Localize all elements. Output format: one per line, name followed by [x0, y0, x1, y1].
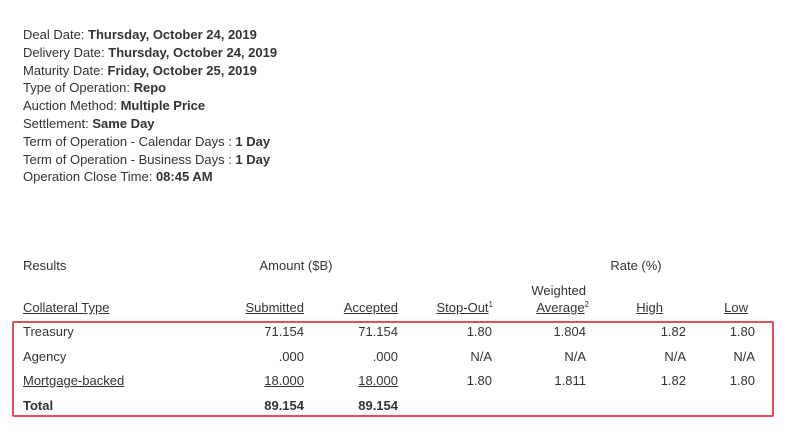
weighted-header-line1: Weighted	[531, 283, 586, 298]
accepted-header[interactable]: Accepted	[343, 300, 398, 315]
stop-out-header[interactable]: Stop-Out1	[436, 300, 493, 315]
highlight-box	[12, 321, 774, 417]
operation-type-line: Type of Operation: Repo	[23, 80, 167, 96]
business-days-line: Term of Operation - Business Days : 1 Da…	[23, 151, 271, 167]
maturity-date-line: Maturity Date: Friday, October 25, 2019	[23, 62, 257, 78]
stop-out-cell: N/A	[470, 349, 492, 364]
settlement-value: Same Day	[92, 115, 155, 131]
weighted-average-header[interactable]: Average2	[536, 300, 589, 315]
business-days-value: 1 Day	[235, 151, 271, 167]
auction-method-value: Multiple Price	[120, 98, 206, 114]
stop-out-cell: 1.80	[466, 324, 492, 339]
close-time-value: 08:45 AM	[155, 169, 213, 185]
high-header[interactable]: High	[636, 300, 663, 315]
operation-type-value: Repo	[133, 80, 167, 96]
operation-details: Deal Date: Thursday, October 24, 2019 De…	[23, 26, 277, 186]
delivery-date-line: Delivery Date: Thursday, October 24, 201…	[23, 44, 278, 60]
high-cell: 1.82	[660, 324, 686, 339]
submitted-cell: .000	[278, 349, 304, 364]
results-label: Results	[23, 258, 67, 273]
rate-group-header: Rate (%)	[610, 258, 662, 273]
deal-date-line: Deal Date: Thursday, October 24, 2019	[23, 27, 257, 42]
low-header[interactable]: Low	[724, 300, 748, 315]
stop-out-cell: 1.80	[466, 373, 492, 388]
low-cell: 1.80	[729, 324, 755, 339]
high-cell: N/A	[664, 349, 686, 364]
submitted-link[interactable]: 18.000	[264, 373, 304, 388]
mortgage-backed-link[interactable]: Mortgage-backed	[23, 373, 125, 388]
total-accepted-cell: 89.154	[358, 398, 398, 413]
high-cell: 1.82	[660, 373, 686, 388]
calendar-days-value: 1 Day	[235, 133, 271, 149]
weighted-average-cell: 1.811	[554, 373, 586, 388]
collateral-type-cell: Treasury	[23, 324, 74, 339]
total-submitted-cell: 89.154	[264, 398, 304, 413]
maturity-date-value: Friday, October 25, 2019	[107, 62, 257, 78]
weighted-average-cell: N/A	[564, 349, 586, 364]
deal-date-value: Thursday, October 24, 2019	[88, 27, 257, 42]
calendar-days-line: Term of Operation - Calendar Days : 1 Da…	[23, 133, 271, 149]
total-label: Total	[23, 398, 54, 413]
accepted-cell: 71.154	[358, 324, 398, 339]
amount-group-header: Amount ($B)	[259, 258, 333, 273]
delivery-date-value: Thursday, October 24, 2019	[108, 44, 278, 60]
close-time-line: Operation Close Time: 08:45 AM	[23, 169, 213, 185]
accepted-link[interactable]: 18.000	[358, 373, 398, 388]
accepted-cell: .000	[372, 349, 398, 364]
submitted-cell: 71.154	[264, 324, 304, 339]
collateral-type-header[interactable]: Collateral Type	[23, 300, 110, 315]
collateral-type-cell: Agency	[23, 349, 67, 364]
submitted-header[interactable]: Submitted	[245, 300, 304, 315]
settlement-line: Settlement: Same Day	[23, 115, 155, 131]
weighted-average-cell: 1.804	[553, 324, 586, 339]
auction-method-line: Auction Method: Multiple Price	[23, 98, 206, 114]
low-cell: 1.80	[729, 373, 755, 388]
low-cell: N/A	[733, 349, 755, 364]
